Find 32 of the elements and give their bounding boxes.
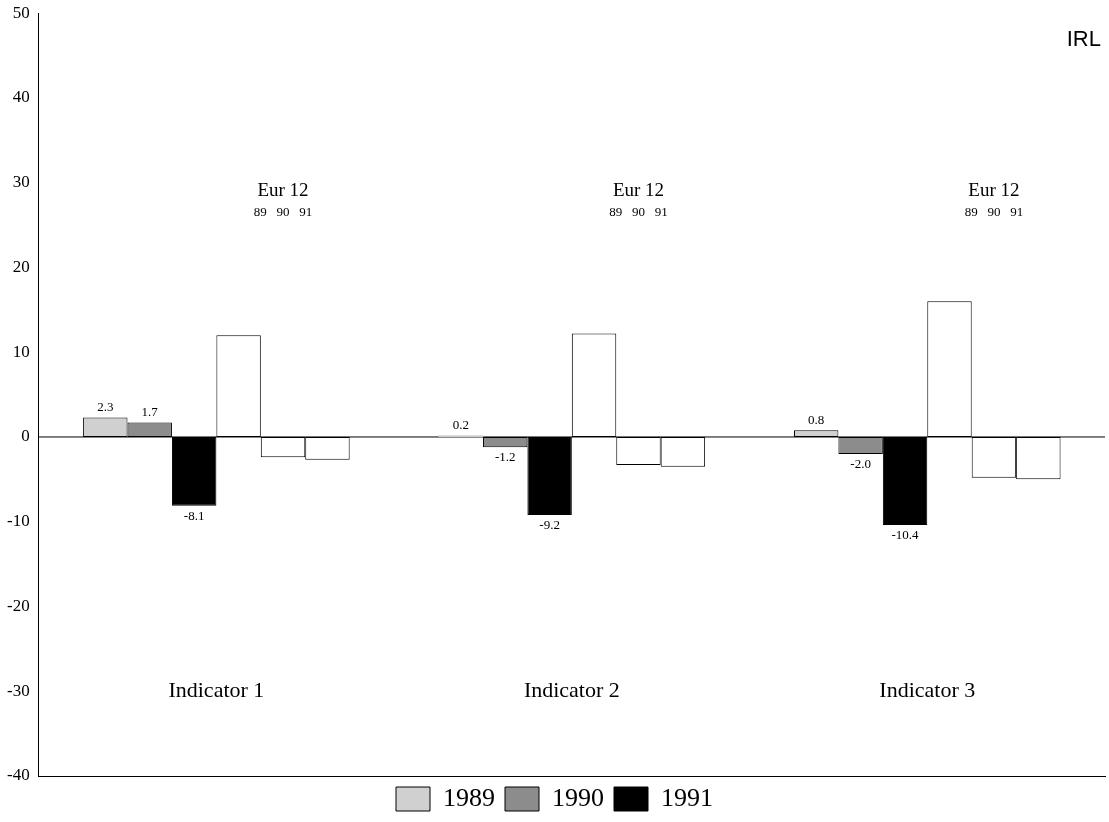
data-label: -2.0 xyxy=(850,455,871,471)
y-tick-label: -30 xyxy=(6,680,30,700)
annotation: Eur 12 xyxy=(257,179,309,201)
annotation: IRL xyxy=(1066,26,1101,52)
data-label: 2.3 xyxy=(97,399,114,415)
y-tick-label: -10 xyxy=(6,511,30,531)
data-label: -10.4 xyxy=(891,527,920,543)
y-tick-label: 20 xyxy=(12,256,30,276)
x-tick-label: Indicator 2 xyxy=(523,677,620,703)
annotation: 89 90 91 xyxy=(964,203,1024,219)
legend-label: 1989 xyxy=(443,782,495,812)
x-tick-label: Indicator 1 xyxy=(168,677,265,703)
annotation: Eur 12 xyxy=(968,179,1020,201)
data-label: -9.2 xyxy=(539,516,560,532)
data-label: 0.2 xyxy=(452,417,469,433)
data-label: 0.8 xyxy=(808,412,825,428)
annotation: 89 90 91 xyxy=(609,203,668,219)
y-tick-label: -20 xyxy=(6,595,30,615)
y-tick-label: 40 xyxy=(12,87,30,107)
y-tick-label: 10 xyxy=(12,341,30,361)
legend-label: 1990 xyxy=(552,782,604,812)
data-label: 1.7 xyxy=(141,404,159,420)
data-label: -8.1 xyxy=(183,507,205,523)
legend-label: 1991 xyxy=(661,782,713,812)
annotation: Eur 12 xyxy=(612,179,665,201)
y-tick-label: -40 xyxy=(6,765,30,785)
annotation: 89 90 91 xyxy=(253,203,313,219)
x-tick-label: Indicator 3 xyxy=(879,677,976,703)
data-label: -1.2 xyxy=(494,449,516,465)
y-tick-label: 30 xyxy=(12,172,30,192)
y-tick-label: 50 xyxy=(12,2,30,22)
y-tick-label: 0 xyxy=(21,426,30,446)
